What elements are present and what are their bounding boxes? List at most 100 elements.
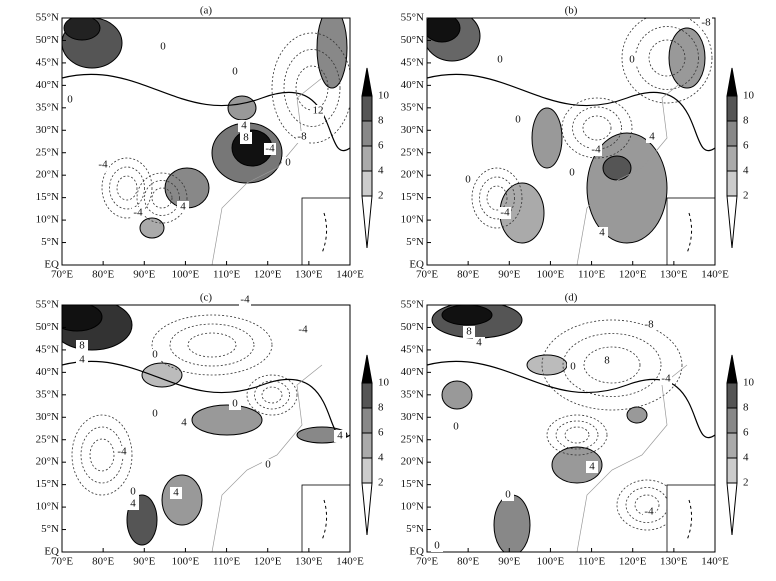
negative-contour — [648, 39, 686, 77]
contour-label: 0 — [232, 398, 238, 410]
colorbar-label: 10 — [743, 90, 755, 102]
x-tick-label: 100°E — [537, 269, 565, 281]
contour-label-bg — [178, 417, 190, 429]
contour-label: 4 — [173, 487, 179, 499]
negative-contour — [136, 172, 188, 224]
contour-label-bg — [297, 324, 309, 336]
contour-label: 0 — [265, 459, 271, 471]
x-tick-label: 130°E — [660, 269, 688, 281]
panel-label: (d) — [565, 292, 578, 304]
y-tick-label: 50°N — [36, 321, 59, 333]
negative-contour — [621, 18, 713, 104]
x-tick-label: 130°E — [295, 269, 323, 281]
y-tick-label: 15°N — [401, 191, 424, 203]
shaded-region — [441, 380, 473, 410]
contour-label-bg — [149, 408, 161, 420]
colorbar-label: 10 — [378, 377, 390, 389]
y-tick-label: 50°N — [401, 321, 424, 333]
x-tick-label: 90°E — [498, 556, 520, 568]
negative-contour — [583, 346, 641, 384]
y-tick-label: 40°N — [36, 366, 59, 378]
colorbar-label: 2 — [743, 477, 749, 489]
inset-line — [686, 499, 693, 541]
negative-contour — [561, 97, 633, 159]
shaded-region — [191, 404, 263, 436]
shaded-region — [63, 18, 101, 41]
contour-label: 8 — [243, 132, 249, 144]
contour-label-bg — [229, 398, 241, 410]
shaded-region — [551, 446, 603, 484]
contour-label-bg — [127, 498, 139, 510]
contour-label: 0 — [515, 114, 521, 126]
colorbar-bottom — [361, 195, 373, 249]
negative-contour — [479, 176, 515, 220]
y-tick-label: 20°N — [36, 169, 59, 181]
colorbar-segment — [361, 407, 373, 434]
colorbar-segment — [726, 170, 738, 197]
contour-label: 4 — [476, 337, 482, 349]
contour-label-bg — [431, 540, 443, 552]
contour-label-bg — [132, 207, 144, 219]
y-tick-label: 15°N — [401, 478, 424, 490]
colorbar-segment — [361, 145, 373, 172]
shaded-region — [161, 474, 203, 526]
x-tick-label: 80°E — [92, 556, 114, 568]
x-tick-label: 80°E — [457, 556, 479, 568]
y-tick-label: 30°N — [401, 124, 424, 136]
x-tick-label: 70°E — [51, 269, 73, 281]
contour-label-bg — [450, 421, 462, 433]
shaded-region — [62, 305, 103, 332]
colorbar-segment — [361, 95, 373, 122]
y-tick-label: EQ — [409, 546, 424, 558]
map-frame — [426, 17, 716, 266]
inset-box — [666, 197, 715, 265]
panel-label: (a) — [200, 5, 213, 17]
contour-label-bg — [499, 207, 511, 219]
colorbar-top — [361, 354, 373, 384]
contour-label-bg — [76, 340, 88, 352]
colorbar-label: 4 — [743, 165, 749, 177]
x-tick-label: 130°E — [660, 556, 688, 568]
y-tick-label: 55°N — [401, 12, 424, 24]
coastline — [576, 77, 688, 265]
contour-label: -4 — [591, 144, 601, 156]
colorbar-bottom — [726, 482, 738, 536]
contour-label-bg — [312, 105, 324, 117]
contour-label-bg — [64, 94, 76, 106]
contour-label-bg — [170, 487, 182, 499]
contour-label: -4 — [265, 143, 275, 155]
contour-label: 4 — [241, 120, 247, 132]
zero-contour — [427, 73, 715, 152]
contour-label: 0 — [152, 349, 158, 361]
x-tick-label: 100°E — [172, 556, 200, 568]
contour-label-bg — [239, 294, 251, 306]
contour-label-bg — [264, 143, 276, 155]
contour-label: 0 — [152, 408, 158, 420]
colorbar-segment — [726, 95, 738, 122]
inset-box — [301, 197, 350, 265]
y-tick-label: 35°N — [36, 101, 59, 113]
negative-contour — [261, 386, 283, 404]
colorbar-label: 10 — [378, 90, 390, 102]
colorbar-label: 6 — [743, 427, 749, 439]
contour-label: -4 — [98, 159, 108, 171]
x-tick-label: 140°E — [701, 556, 729, 568]
contour-label: -4 — [298, 324, 308, 336]
contour-label: 4 — [130, 498, 136, 510]
negative-contour — [71, 414, 133, 496]
negative-contour — [151, 314, 273, 376]
contour-label-bg — [700, 17, 712, 29]
contour-label: -8 — [297, 131, 307, 143]
contour-label: 0 — [465, 174, 471, 186]
y-tick-label: 55°N — [401, 299, 424, 311]
y-tick-label: 30°N — [36, 411, 59, 423]
x-tick-label: 100°E — [537, 556, 565, 568]
negative-contour — [187, 332, 237, 358]
y-tick-label: 25°N — [36, 146, 59, 158]
shaded-region — [427, 18, 461, 43]
negative-contour — [116, 175, 138, 201]
contour-label-bg — [586, 461, 598, 473]
contour-label-bg — [262, 459, 274, 471]
colorbar-label: 6 — [378, 140, 384, 152]
